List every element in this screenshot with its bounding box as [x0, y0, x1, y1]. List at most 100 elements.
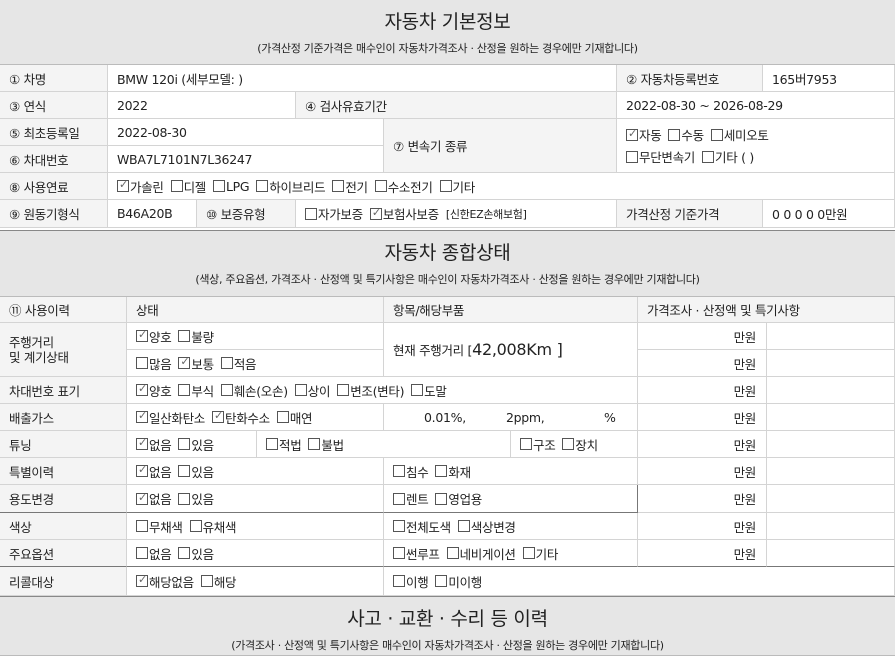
checkbox-option[interactable]: 일산화탄소 [136, 408, 205, 427]
checkbox-option[interactable]: 적음 [220, 354, 257, 373]
checkbox-option[interactable]: 없음 [136, 544, 172, 563]
checkbox-unchecked-icon[interactable] [522, 547, 535, 559]
checkbox-option[interactable]: 영업용 [435, 489, 482, 508]
checkbox-option[interactable]: 수동 [668, 125, 704, 144]
price-note-field[interactable] [767, 485, 895, 513]
checkbox-unchecked-icon[interactable] [393, 492, 405, 505]
checkbox-unchecked-icon[interactable] [136, 357, 148, 369]
price-note-field[interactable] [767, 350, 895, 377]
checkbox-checked-icon[interactable] [136, 491, 148, 505]
checkbox-checked-icon[interactable] [136, 436, 148, 450]
checkbox-option[interactable]: 침수 [393, 462, 429, 481]
checkbox-option[interactable]: 없음 [136, 489, 172, 508]
checkbox-option[interactable]: 많음 [136, 354, 172, 373]
checkbox-option[interactable]: 디젤 [170, 177, 206, 196]
checkbox-unchecked-icon[interactable] [446, 547, 459, 559]
checkbox-checked-icon[interactable] [369, 206, 382, 220]
checkbox-option[interactable]: 없음 [136, 435, 172, 454]
checkbox-unchecked-icon[interactable] [220, 384, 233, 396]
checkbox-option[interactable]: 적법 [266, 435, 302, 454]
checkbox-option[interactable]: 구조 [520, 435, 556, 454]
checkbox-checked-icon[interactable] [178, 355, 191, 369]
checkbox-option[interactable]: 네비게이션 [446, 544, 516, 563]
checkbox-checked-icon[interactable] [626, 127, 638, 141]
checkbox-unchecked-icon[interactable] [178, 330, 191, 342]
checkbox-checked-icon[interactable] [117, 178, 129, 192]
checkbox-option[interactable]: 해당 [200, 572, 237, 591]
checkbox-unchecked-icon[interactable] [668, 128, 681, 141]
checkbox-unchecked-icon[interactable] [266, 438, 278, 450]
checkbox-unchecked-icon[interactable] [702, 150, 715, 163]
checkbox-unchecked-icon[interactable] [411, 384, 424, 396]
checkbox-option[interactable]: 기타 [522, 544, 558, 563]
checkbox-unchecked-icon[interactable] [178, 384, 191, 396]
checkbox-option[interactable]: 도말 [411, 381, 447, 400]
checkbox-option[interactable]: 불량 [178, 327, 214, 346]
checkbox-option[interactable]: 있음 [178, 462, 214, 481]
checkbox-option[interactable]: 없음 [136, 462, 172, 481]
price-note-field[interactable] [767, 377, 895, 404]
checkbox-unchecked-icon[interactable] [170, 180, 183, 192]
checkbox-unchecked-icon[interactable] [294, 384, 307, 396]
checkbox-option[interactable]: 전기 [332, 177, 368, 196]
checkbox-unchecked-icon[interactable] [332, 180, 345, 192]
checkbox-option[interactable]: 하이브리드 [256, 177, 326, 196]
checkbox-option[interactable]: 무단변속기 [626, 147, 695, 166]
checkbox-unchecked-icon[interactable] [200, 575, 213, 587]
checkbox-option[interactable]: 전체도색 [393, 517, 451, 536]
checkbox-unchecked-icon[interactable] [626, 150, 638, 163]
checkbox-unchecked-icon[interactable] [178, 492, 191, 505]
checkbox-checked-icon[interactable] [136, 463, 148, 477]
checkbox-checked-icon[interactable] [136, 328, 148, 342]
checkbox-option[interactable]: 수소전기 [374, 177, 433, 196]
checkbox-unchecked-icon[interactable] [276, 411, 289, 423]
checkbox-unchecked-icon[interactable] [439, 180, 452, 192]
checkbox-option[interactable]: 색상변경 [457, 517, 516, 536]
checkbox-option[interactable]: 유채색 [189, 517, 237, 536]
checkbox-unchecked-icon[interactable] [136, 547, 148, 559]
checkbox-option[interactable]: 자동 [626, 125, 662, 144]
checkbox-option[interactable]: 이행 [393, 572, 429, 591]
checkbox-unchecked-icon[interactable] [393, 575, 405, 587]
checkbox-option[interactable]: LPG [213, 179, 250, 194]
checkbox-unchecked-icon[interactable] [308, 438, 321, 450]
checkbox-option[interactable]: 세미오토 [710, 125, 769, 144]
checkbox-option[interactable]: 변조(변타) [337, 381, 404, 400]
checkbox-option[interactable]: 렌트 [393, 489, 429, 508]
checkbox-option[interactable]: 매연 [276, 408, 313, 427]
checkbox-option[interactable]: 부식 [178, 381, 214, 400]
checkbox-option[interactable]: 무채색 [136, 517, 183, 536]
checkbox-unchecked-icon[interactable] [220, 357, 233, 369]
price-note-field[interactable] [767, 513, 895, 540]
checkbox-unchecked-icon[interactable] [213, 180, 226, 192]
checkbox-unchecked-icon[interactable] [256, 180, 269, 192]
checkbox-unchecked-icon[interactable] [189, 520, 202, 532]
checkbox-option[interactable]: 해당없음 [136, 572, 194, 591]
checkbox-unchecked-icon[interactable] [136, 520, 148, 532]
price-note-field[interactable] [767, 540, 895, 567]
checkbox-unchecked-icon[interactable] [435, 465, 448, 477]
checkbox-checked-icon[interactable] [136, 409, 148, 423]
checkbox-option[interactable]: 상이 [294, 381, 330, 400]
checkbox-unchecked-icon[interactable] [562, 438, 575, 450]
checkbox-option[interactable]: 썬루프 [393, 544, 440, 563]
checkbox-unchecked-icon[interactable] [178, 438, 191, 450]
checkbox-checked-icon[interactable] [212, 409, 225, 423]
price-note-field[interactable] [767, 431, 895, 458]
checkbox-option[interactable]: 가솔린 [117, 177, 164, 196]
checkbox-checked-icon[interactable] [136, 382, 148, 396]
checkbox-option[interactable]: 자가보증 [305, 204, 363, 223]
checkbox-unchecked-icon[interactable] [305, 207, 317, 220]
checkbox-unchecked-icon[interactable] [457, 520, 470, 532]
checkbox-option[interactable]: 불법 [308, 435, 344, 454]
checkbox-unchecked-icon[interactable] [435, 492, 448, 505]
checkbox-unchecked-icon[interactable] [520, 438, 532, 450]
checkbox-option[interactable]: 미이행 [435, 572, 482, 591]
checkbox-unchecked-icon[interactable] [393, 520, 405, 532]
price-note-field[interactable] [767, 458, 895, 485]
checkbox-option[interactable]: 장치 [562, 435, 598, 454]
price-note-field[interactable] [767, 404, 895, 431]
price-note-field[interactable] [767, 323, 895, 350]
checkbox-unchecked-icon[interactable] [178, 547, 191, 559]
checkbox-unchecked-icon[interactable] [393, 465, 405, 477]
